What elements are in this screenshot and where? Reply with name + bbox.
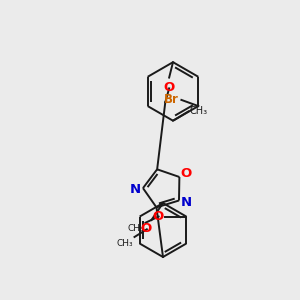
Text: CH₃: CH₃ bbox=[128, 224, 144, 233]
Text: N: N bbox=[181, 196, 192, 208]
Text: CH₃: CH₃ bbox=[190, 106, 208, 116]
Text: O: O bbox=[181, 167, 192, 180]
Text: O: O bbox=[140, 222, 152, 235]
Text: CH₃: CH₃ bbox=[116, 238, 133, 247]
Text: O: O bbox=[152, 210, 163, 223]
Text: N: N bbox=[130, 183, 141, 196]
Text: Br: Br bbox=[164, 93, 179, 106]
Text: O: O bbox=[164, 81, 175, 94]
